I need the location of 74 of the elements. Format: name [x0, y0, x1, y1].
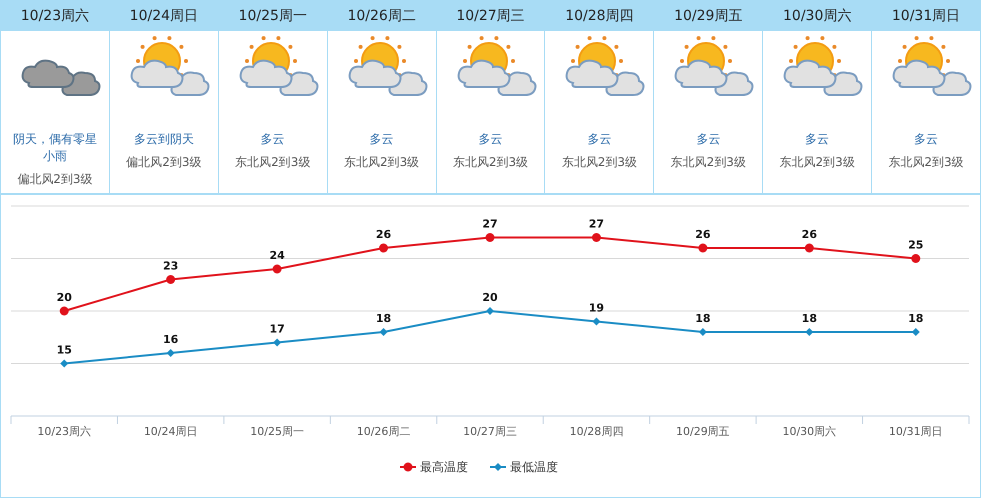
data-label: 20 — [482, 291, 498, 304]
category-label: 10/28周四 — [545, 1, 654, 31]
text: 东北风2到3级 — [452, 154, 530, 171]
category-label: 10/29周五 — [654, 1, 762, 31]
category-label: 10/30周六 — [763, 1, 872, 31]
text: 偏北风2到3级 — [125, 154, 202, 171]
point — [912, 328, 920, 336]
data-label: 24 — [269, 249, 286, 262]
category-label: 10/26周二 — [328, 1, 436, 31]
legend-label: 最低温度 — [510, 460, 558, 474]
category-label: 10/31周日 — [872, 1, 980, 31]
point — [380, 328, 388, 336]
text: 东北风2到3级 — [887, 154, 965, 171]
category-label: 10/24周日 — [110, 1, 218, 31]
point — [166, 275, 176, 284]
point — [486, 307, 494, 315]
data-label: 18 — [695, 312, 711, 325]
text: 多云 — [913, 131, 940, 148]
data-label: 26 — [695, 228, 711, 241]
point — [60, 360, 68, 368]
data-label: 27 — [588, 218, 604, 230]
text: 多云 — [586, 131, 612, 148]
category-label: 10/25周一 — [218, 1, 327, 31]
data-label: 17 — [269, 322, 285, 336]
text: 多云到阴天 — [132, 131, 195, 148]
text: 东北风2到3级 — [342, 154, 420, 171]
x-tick-label: 10/30周六 — [782, 425, 836, 438]
data-label: 20 — [56, 291, 72, 304]
data-label: 27 — [482, 218, 498, 230]
point — [273, 338, 282, 346]
data-label: 18 — [908, 312, 924, 325]
text: 阴天，偶有零星小雨 — [12, 131, 98, 165]
text: 偏北风2到3级 — [16, 171, 94, 188]
data-label: 26 — [802, 228, 818, 241]
point — [272, 264, 282, 274]
x-tick-label: 10/26周二 — [356, 425, 410, 438]
data-label: 18 — [802, 312, 817, 325]
category-label: 10/27周三 — [436, 1, 544, 31]
x-tick-label: 10/25周一 — [250, 425, 304, 438]
text: 多云 — [695, 131, 722, 148]
text: 东北风2到3级 — [778, 154, 856, 171]
x-tick-label: 10/28周四 — [570, 425, 624, 438]
point — [805, 328, 814, 336]
data-label: 16 — [163, 333, 179, 346]
text: 多云 — [260, 131, 286, 148]
point — [698, 328, 707, 336]
x-tick-label: 10/27周三 — [463, 425, 517, 438]
category-label: 10/23周六 — [1, 1, 109, 31]
point — [804, 244, 814, 252]
text: 东北风2到3级 — [234, 154, 312, 171]
text: 多云 — [804, 131, 830, 148]
point — [592, 233, 601, 242]
x-tick-label: 10/24周日 — [144, 425, 198, 438]
x-tick-label: 10/31周日 — [888, 425, 943, 438]
data-label: 15 — [56, 344, 72, 356]
point — [379, 244, 388, 252]
point — [698, 244, 708, 252]
x-tick-label: 10/23周六 — [37, 425, 92, 438]
data-label: 18 — [376, 312, 392, 325]
point — [60, 306, 69, 316]
point — [592, 318, 600, 326]
legend-label: 最高温度 — [420, 460, 468, 474]
text: 东北风2到3级 — [560, 154, 638, 171]
text: 多云 — [368, 131, 395, 148]
point — [911, 254, 920, 263]
data-label: 26 — [376, 228, 392, 241]
point — [166, 349, 175, 357]
data-label: 25 — [908, 238, 924, 252]
point — [486, 233, 494, 242]
data-label: 23 — [163, 260, 178, 272]
text: 东北风2到3级 — [670, 154, 747, 171]
x-tick-label: 10/29周五 — [676, 425, 730, 438]
data-label: 19 — [588, 302, 604, 314]
text: 多云 — [478, 131, 504, 148]
